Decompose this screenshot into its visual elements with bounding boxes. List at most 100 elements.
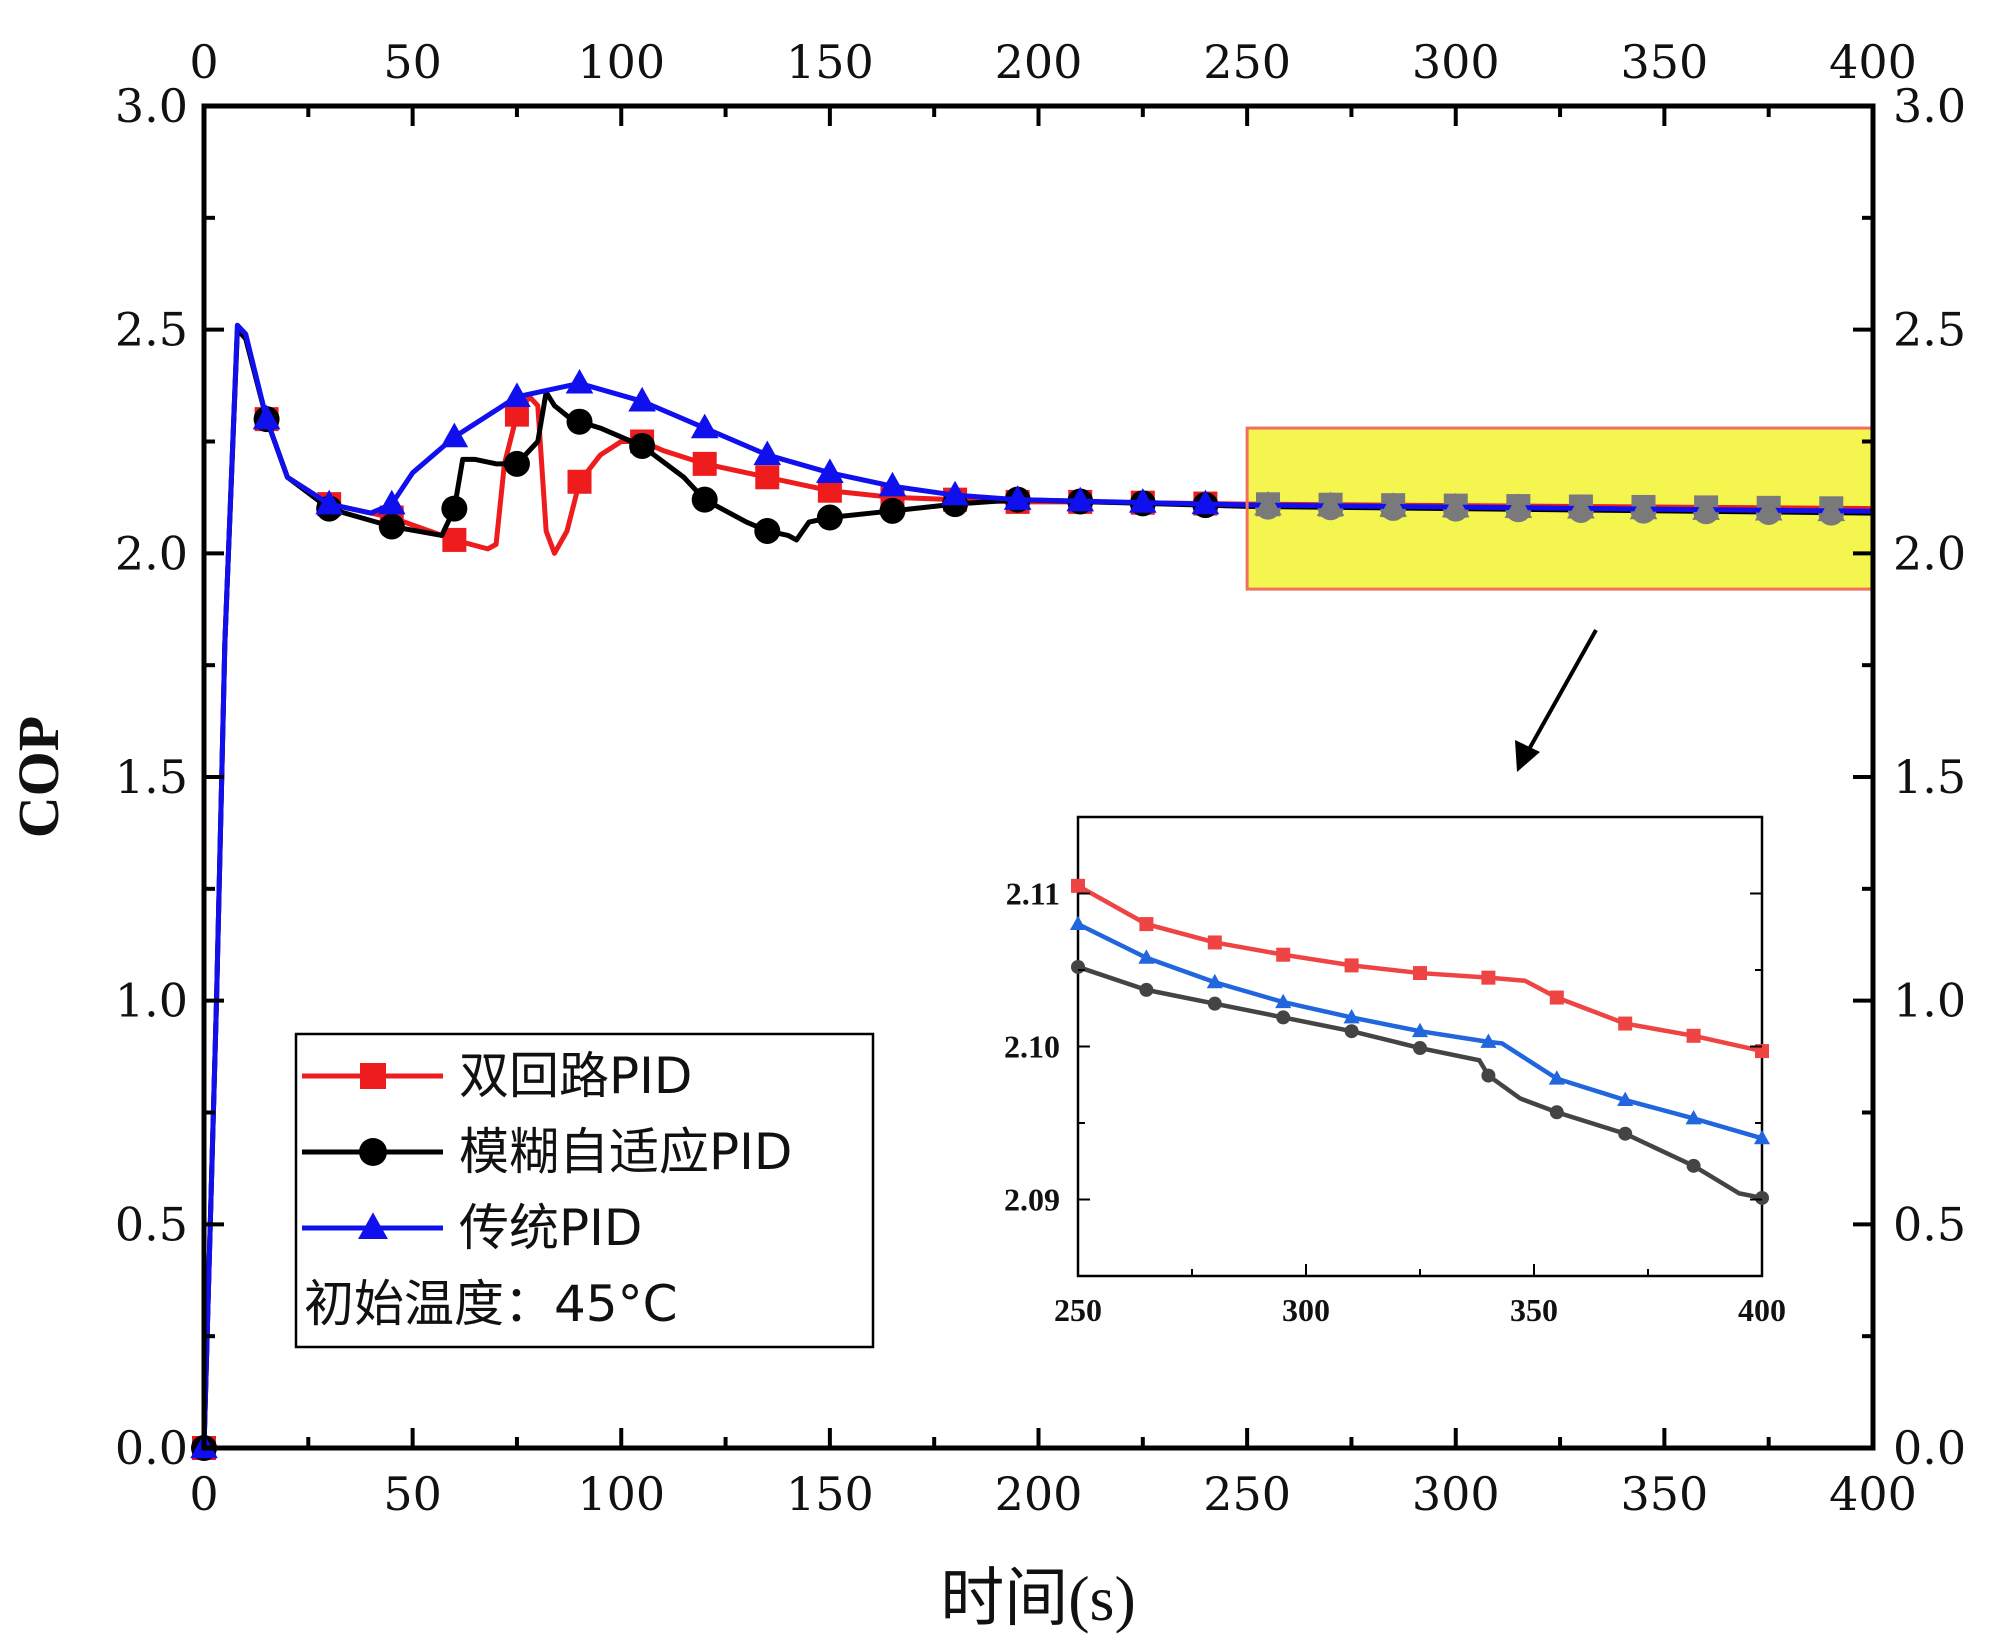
x-tick-label-top: 0 [189, 35, 218, 89]
inset-data-point [1344, 1024, 1359, 1039]
legend-label: 模糊自适应PID [459, 1123, 792, 1181]
data-point [816, 504, 843, 531]
data-point [1066, 486, 1095, 512]
legend-marker [360, 1063, 386, 1089]
inset-data-point [1755, 1190, 1769, 1205]
legend-note: 初始温度：45°C [304, 1275, 678, 1333]
data-point [1191, 489, 1220, 515]
x-tick-label-top: 300 [1412, 35, 1500, 89]
inset-series-0 [1071, 878, 1769, 1059]
x-tick-label-top: 100 [577, 35, 665, 89]
data-point [440, 422, 469, 448]
inset-data-point [1548, 1070, 1565, 1085]
inset-series-line [1077, 922, 1763, 1141]
data-point [1692, 495, 1720, 520]
x-tick-label-top: 400 [1829, 35, 1917, 89]
legend-label: 双回路PID [459, 1047, 692, 1105]
data-point [315, 489, 343, 515]
data-point [879, 497, 906, 524]
inset-y-tick-label: 2.10 [1004, 1029, 1060, 1065]
x-tick-label: 250 [1203, 1467, 1291, 1521]
inset-data-point [1343, 1009, 1360, 1024]
x-tick-label-top: 150 [786, 35, 874, 89]
x-tick-label: 50 [383, 1467, 442, 1521]
inset-data-point [1275, 993, 1292, 1009]
data-point [1316, 491, 1345, 517]
inset-y-tick-label: 2.11 [1006, 876, 1060, 912]
legend-marker [359, 1138, 387, 1166]
data-point [1754, 495, 1783, 521]
y-tick-label: 1.5 [115, 750, 188, 804]
data-point [503, 382, 531, 407]
zoom-arrow [1521, 629, 1598, 761]
inset-data-point [1686, 1028, 1701, 1043]
data-point [1254, 490, 1282, 516]
inset-y-tick-label: 2.09 [1004, 1182, 1060, 1218]
data-point [754, 517, 781, 544]
inset-data-point [1481, 1068, 1496, 1083]
data-point [692, 451, 717, 476]
inset-data-point [1071, 959, 1085, 974]
inset-data-point [1618, 1016, 1633, 1031]
y-axis-title: COP [6, 716, 71, 838]
x-tick-label: 150 [786, 1467, 874, 1521]
inset-data-point [1480, 1033, 1497, 1048]
inset-data-point [1617, 1091, 1634, 1106]
inset-x-tick-label: 350 [1510, 1292, 1558, 1328]
legend-label: 传统PID [459, 1199, 642, 1257]
data-point [378, 513, 405, 540]
inset-data-point [1755, 1044, 1769, 1059]
inset-data-point [1276, 947, 1291, 962]
data-point [1003, 485, 1032, 510]
inset-x-tick-label: 300 [1282, 1292, 1330, 1328]
axes: 0 0 50 50 100 100 150 150 200 200 250 250 300 300 350 3… [115, 35, 1966, 1521]
y-tick-label-right: 1.0 [1893, 974, 1966, 1028]
data-point [691, 486, 718, 513]
data-point [755, 465, 780, 490]
inset-x-tick-label: 250 [1054, 1292, 1102, 1328]
legend: 双回路PID 模糊自适应PID 传统PID 初始温度：45°C [294, 1032, 875, 1349]
inset-data-point [1685, 1110, 1702, 1125]
data-point [441, 495, 468, 522]
inset-x-tick-label: 400 [1738, 1292, 1786, 1328]
inset-data-point [1139, 982, 1154, 997]
inset-data-point [1753, 1129, 1771, 1145]
y-tick-label-right: 1.5 [1893, 750, 1966, 804]
inset-data-point [1206, 973, 1223, 989]
data-point [690, 413, 719, 439]
y-tick-label: 0.0 [115, 1421, 188, 1475]
data-point [878, 471, 907, 497]
inset-chart: 250 300 350 400 2.09 2.10 2.11 [1004, 815, 1786, 1328]
x-tick-label: 350 [1620, 1467, 1708, 1521]
inset-data-point [1618, 1126, 1633, 1141]
data-point [1441, 492, 1470, 518]
x-tick-label: 200 [995, 1467, 1083, 1521]
arrow-head-icon [1515, 740, 1540, 772]
x-tick-label: 100 [577, 1467, 665, 1521]
inset-data-point [1411, 1022, 1429, 1038]
inset-data-point [1413, 966, 1427, 981]
data-point [1629, 494, 1658, 520]
inset-data-point [1413, 1041, 1427, 1056]
y-tick-label-right: 0.5 [1893, 1197, 1966, 1251]
x-axis-title: 时间(s) [940, 1563, 1136, 1634]
x-tick-label: 300 [1412, 1467, 1500, 1521]
data-point [566, 408, 593, 435]
data-point [565, 368, 594, 394]
data-point [629, 432, 656, 459]
y-tick-label-right: 0.0 [1893, 1421, 1966, 1475]
x-tick-label: 400 [1829, 1467, 1917, 1521]
data-point [1379, 492, 1407, 517]
inset-data-point [1481, 970, 1496, 985]
inset-data-point [1071, 878, 1085, 893]
inset-series-line [1076, 883, 1763, 1054]
data-point [941, 480, 969, 506]
inset-data-point [1276, 1010, 1291, 1025]
y-tick-label: 2.0 [115, 526, 188, 580]
legend-marker [358, 1212, 388, 1240]
inset-data-point [1069, 915, 1087, 931]
data-point [1817, 496, 1846, 522]
inset-data-point [1138, 949, 1155, 964]
